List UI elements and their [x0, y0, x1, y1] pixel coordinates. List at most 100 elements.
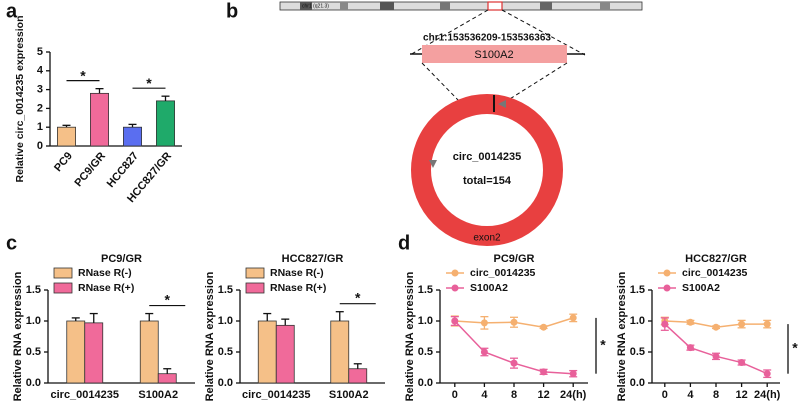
zoom-line — [409, 9, 489, 56]
circ-label: circ_0014235 — [453, 151, 522, 163]
band — [380, 2, 394, 10]
x-tick-label: 24(h) — [754, 389, 781, 401]
significance-label: * — [165, 291, 171, 307]
legend-swatch — [245, 282, 265, 294]
significance-label: * — [792, 340, 798, 356]
point — [540, 368, 548, 376]
bar — [123, 126, 142, 147]
legend-label: S100A2 — [682, 282, 720, 294]
point — [661, 320, 669, 328]
bar — [157, 373, 177, 384]
band — [600, 2, 610, 10]
panel-label: a — [6, 0, 18, 22]
zoom-line — [421, 62, 461, 103]
bar — [57, 126, 76, 147]
band — [440, 2, 450, 10]
point — [510, 359, 518, 367]
x-tick-label: 0 — [452, 389, 458, 401]
arrow — [498, 100, 506, 108]
panel-label: b — [226, 0, 238, 22]
y-tick-label: 1 — [37, 121, 43, 133]
bar — [257, 320, 277, 384]
point — [540, 323, 548, 331]
bar — [66, 320, 86, 384]
y-axis-label: Relative RNA expression — [404, 271, 416, 401]
point — [763, 370, 771, 378]
y-tick-label: 1.5 — [218, 284, 233, 296]
chromosome-ideogram — [279, 1, 643, 11]
bar — [275, 324, 295, 384]
bar — [139, 320, 159, 384]
point — [712, 323, 720, 331]
y-tick-label: 2 — [37, 102, 43, 114]
y-tick-label: 0.0 — [218, 377, 233, 389]
legend-label: circ_0014235 — [470, 267, 536, 279]
chart-title: HCC827/GR — [282, 253, 344, 265]
x-tick-label: 24(h) — [560, 389, 587, 401]
arrow — [429, 160, 437, 168]
y-tick-label: 0.0 — [26, 377, 41, 389]
point — [738, 320, 746, 328]
y-tick-label: 1.5 — [418, 284, 433, 296]
y-tick-label: 5 — [37, 46, 43, 58]
x-tick-label: 8 — [511, 389, 517, 401]
legend-marker — [663, 284, 671, 292]
band — [340, 2, 348, 10]
panel-label: c — [6, 232, 17, 254]
band-highlight — [487, 1, 503, 11]
y-tick-label: 0.5 — [630, 346, 645, 358]
y-tick-label: 1.0 — [630, 315, 645, 327]
bar — [84, 322, 104, 384]
y-tick-label: 0.0 — [630, 377, 645, 389]
line — [664, 323, 768, 375]
y-tick-label: 0 — [37, 140, 43, 152]
x-tick-label: S100A2 — [138, 389, 178, 401]
diagram: chr1 (q21.3) chr1:153536209-153536363 S1… — [279, 1, 643, 246]
legend-label: S100A2 — [470, 282, 508, 294]
significance-label: * — [80, 67, 86, 83]
legend-label: RNase R(-) — [78, 267, 132, 279]
x-tick-label: 0 — [662, 389, 668, 401]
zoom-line — [501, 9, 586, 56]
band — [540, 2, 552, 10]
x-tick-label: 12 — [537, 389, 549, 401]
bar — [156, 100, 175, 147]
x-tick-label: PC9/GR — [72, 150, 108, 189]
y-tick-label: 1.0 — [418, 315, 433, 327]
y-tick-label: 0.5 — [26, 346, 41, 358]
y-axis-label: Relative RNA expression — [204, 271, 216, 401]
total-label: total=154 — [463, 175, 512, 187]
legend-label: RNase R(+) — [270, 282, 326, 294]
chromosome-label: chr1 (q21.3) — [302, 3, 329, 9]
legend-label: RNase R(-) — [270, 267, 324, 279]
y-tick-label: 4 — [37, 65, 44, 77]
band — [300, 2, 312, 10]
point — [569, 370, 577, 378]
panel-label: d — [398, 232, 410, 254]
point — [686, 344, 694, 352]
legend-swatch — [245, 267, 265, 279]
legend-label: circ_0014235 — [682, 267, 748, 279]
y-tick-label: 1.0 — [26, 315, 41, 327]
y-tick-label: 1.5 — [630, 284, 645, 296]
exon-label: exon2 — [473, 233, 501, 244]
legend-label: RNase R(+) — [78, 282, 134, 294]
x-tick-label: 12 — [735, 389, 747, 401]
y-tick-label: 0.5 — [218, 346, 233, 358]
gene-label: S100A2 — [474, 49, 513, 61]
x-tick-label: circ_0014235 — [50, 389, 119, 401]
point — [510, 318, 518, 326]
significance-label: * — [146, 75, 152, 91]
legend-marker — [451, 269, 459, 277]
x-tick-label: 4 — [687, 389, 694, 401]
y-tick-label: 3 — [37, 84, 43, 96]
x-tick-label: 4 — [481, 389, 488, 401]
y-axis-label: Relative circ_0014235 expression — [14, 16, 26, 183]
point — [763, 320, 771, 328]
x-tick-label: circ_0014235 — [242, 389, 311, 401]
x-tick-label: 8 — [713, 389, 719, 401]
bar — [348, 368, 368, 384]
chart-title: PC9/GR — [494, 253, 535, 265]
legend-marker — [663, 269, 671, 277]
